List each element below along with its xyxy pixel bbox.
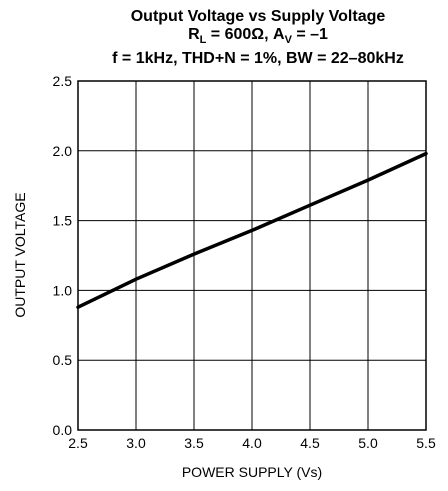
- x-tick-label-3: 4.0: [242, 435, 262, 451]
- tick-labels: 2.5 3.0 3.5 4.0 4.5 5.0 5.5 0.0 0.5 1.0 1.5 2.0 2.5: [53, 73, 436, 451]
- x-tick-label-5: 5.0: [358, 435, 378, 451]
- subtitle-r-sub: L: [200, 34, 207, 46]
- x-tick-label-2: 3.5: [184, 435, 204, 451]
- chart-title: Output Voltage vs Supply Voltage: [131, 8, 386, 25]
- x-axis-label: POWER SUPPLY (Vs): [182, 464, 322, 480]
- y-tick-label-1: 0.5: [53, 352, 73, 368]
- subtitle-a-sub: V: [285, 34, 293, 46]
- subtitle-end: = –1: [292, 26, 328, 43]
- plot-frame: [77, 80, 427, 431]
- x-tick-label-1: 3.0: [126, 435, 146, 451]
- series-line-0: [76, 151, 428, 309]
- grid: [77, 80, 427, 431]
- x-tick-label-6: 5.5: [416, 435, 436, 451]
- subtitle-middle: = 600Ω, A: [206, 26, 285, 43]
- series-layer: [76, 151, 428, 309]
- y-tick-label-4: 2.0: [53, 143, 73, 159]
- x-tick-label-0: 2.5: [68, 435, 88, 451]
- y-tick-label-2: 1.0: [53, 282, 73, 298]
- x-tick-label-4: 4.5: [300, 435, 320, 451]
- subtitle-r: R: [188, 26, 200, 43]
- y-tick-label-5: 2.5: [53, 73, 73, 89]
- chart-subtitle-conditions: RL = 600Ω, AV = –1: [188, 26, 328, 46]
- chart-subtitle-bandwidth: f = 1kHz, THD+N = 1%, BW = 22–80kHz: [112, 50, 404, 67]
- y-tick-label-3: 1.5: [53, 213, 73, 229]
- y-axis-label: OUTPUT VOLTAGE: [12, 192, 28, 317]
- y-tick-label-0: 0.0: [53, 422, 73, 438]
